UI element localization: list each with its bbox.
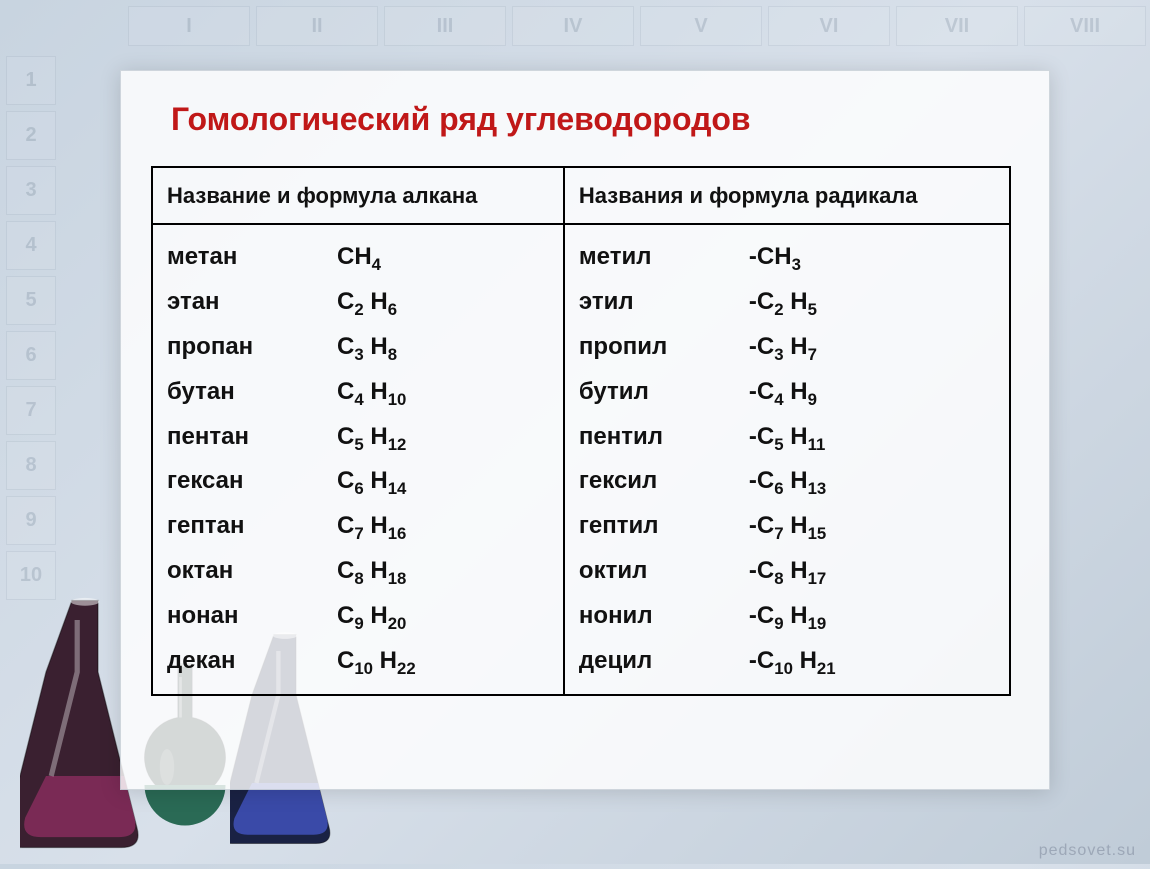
table-row: этил-C2 H5	[579, 280, 995, 325]
table-body-row: метанCH4этанC2 H6пропанC3 H8бутанC4 H10п…	[152, 224, 1010, 695]
compound-name: октан	[167, 549, 337, 593]
table-header-row: Название и формула алкана Названия и фор…	[152, 167, 1010, 224]
header-alkane: Название и формула алкана	[152, 167, 564, 224]
table-row: пропил-C3 H7	[579, 325, 995, 370]
compound-formula: -C7 H15	[749, 504, 826, 549]
table-row: деканC10 H22	[167, 639, 549, 684]
compound-name: метил	[579, 235, 749, 279]
compound-formula: C2 H6	[337, 280, 397, 325]
compound-name: гексил	[579, 459, 749, 503]
compound-name: этан	[167, 280, 337, 324]
compound-name: пентан	[167, 415, 337, 459]
content-panel: Гомологический ряд углеводородов Названи…	[120, 70, 1050, 790]
header-radical: Названия и формула радикала	[564, 167, 1010, 224]
watermark: pedsovet.su	[1039, 842, 1136, 860]
compound-formula: -C8 H17	[749, 549, 826, 594]
compound-name: децил	[579, 639, 749, 683]
compound-name: гексан	[167, 459, 337, 503]
table-row: пентил-C5 H11	[579, 415, 995, 460]
table-row: октил-C8 H17	[579, 549, 995, 594]
compound-name: нонан	[167, 594, 337, 638]
compound-name: этил	[579, 280, 749, 324]
compound-formula: CH4	[337, 235, 381, 280]
table-row: бутил-C4 H9	[579, 370, 995, 415]
compound-name: бутил	[579, 370, 749, 414]
compound-formula: C4 H10	[337, 370, 406, 415]
table-row: этанC2 H6	[167, 280, 549, 325]
compound-formula: -C10 H21	[749, 639, 836, 684]
table-row: гексил-C6 H13	[579, 459, 995, 504]
compound-name: метан	[167, 235, 337, 279]
compound-formula: C8 H18	[337, 549, 406, 594]
table-row: гептил-C7 H15	[579, 504, 995, 549]
slide-title: Гомологический ряд углеводородов	[171, 101, 1029, 138]
compound-formula: C5 H12	[337, 415, 406, 460]
table-row: нонанC9 H20	[167, 594, 549, 639]
compound-formula: -C3 H7	[749, 325, 817, 370]
cell-radicals: метил-CH3этил-C2 H5пропил-C3 H7бутил-C4 …	[564, 224, 1010, 695]
compound-formula: C9 H20	[337, 594, 406, 639]
hydrocarbon-table: Название и формула алкана Названия и фор…	[151, 166, 1011, 696]
table-row: пропанC3 H8	[167, 325, 549, 370]
table-row: гексанC6 H14	[167, 459, 549, 504]
compound-name: бутан	[167, 370, 337, 414]
compound-formula: C6 H14	[337, 459, 406, 504]
table-row: пентанC5 H12	[167, 415, 549, 460]
compound-formula: -C9 H19	[749, 594, 826, 639]
compound-name: нонил	[579, 594, 749, 638]
compound-name: пропил	[579, 325, 749, 369]
compound-name: гептил	[579, 504, 749, 548]
compound-name: октил	[579, 549, 749, 593]
compound-formula: C10 H22	[337, 639, 416, 684]
compound-formula: C7 H16	[337, 504, 406, 549]
compound-name: декан	[167, 639, 337, 683]
compound-formula: -C6 H13	[749, 459, 826, 504]
table-row: октанC8 H18	[167, 549, 549, 594]
table-row: метил-CH3	[579, 235, 995, 280]
compound-name: пропан	[167, 325, 337, 369]
compound-formula: -CH3	[749, 235, 801, 280]
table-row: нонил-C9 H19	[579, 594, 995, 639]
compound-formula: -C5 H11	[749, 415, 825, 460]
cell-alkanes: метанCH4этанC2 H6пропанC3 H8бутанC4 H10п…	[152, 224, 564, 695]
compound-formula: -C2 H5	[749, 280, 817, 325]
compound-formula: C3 H8	[337, 325, 397, 370]
compound-name: гептан	[167, 504, 337, 548]
table-row: метанCH4	[167, 235, 549, 280]
table-row: децил-C10 H21	[579, 639, 995, 684]
compound-formula: -C4 H9	[749, 370, 817, 415]
table-row: бутанC4 H10	[167, 370, 549, 415]
table-row: гептанC7 H16	[167, 504, 549, 549]
compound-name: пентил	[579, 415, 749, 459]
